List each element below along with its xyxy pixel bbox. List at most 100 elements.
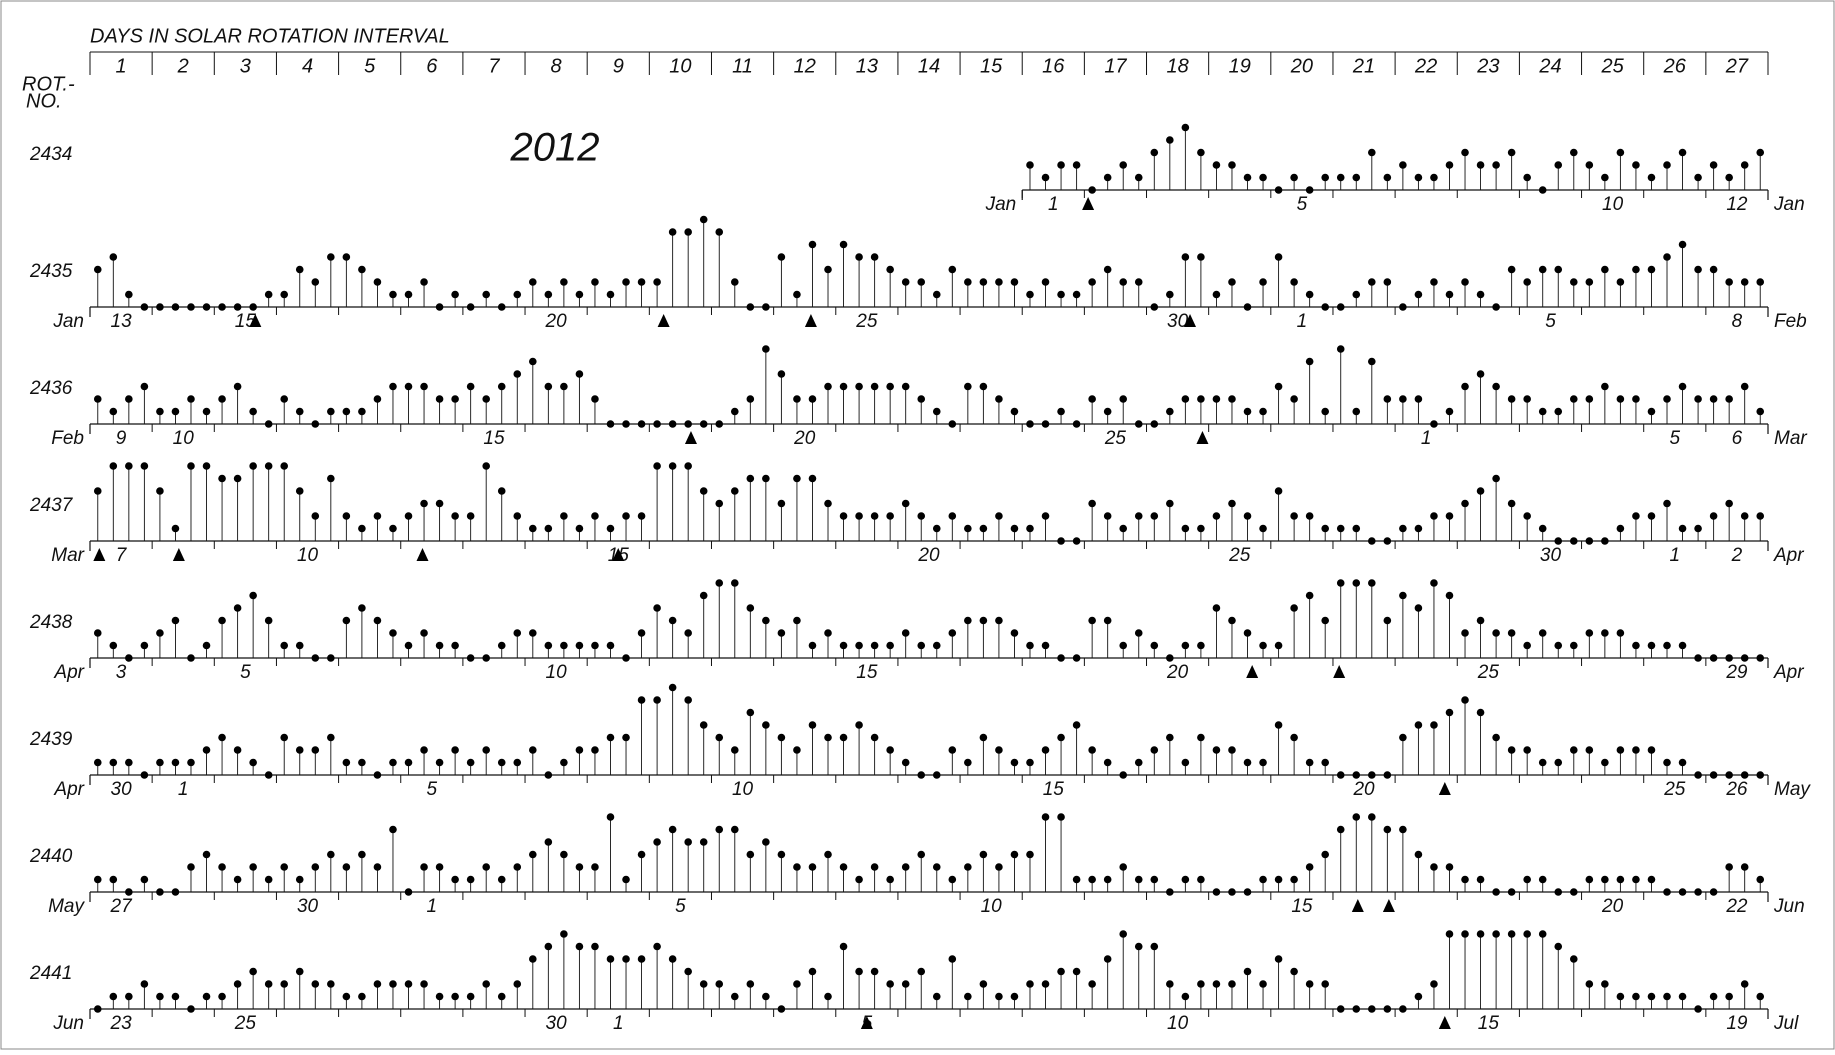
activity-dot: [1197, 148, 1205, 157]
activity-dot: [420, 382, 428, 391]
activity-dot: [964, 992, 972, 1001]
activity-dot: [1259, 173, 1267, 182]
activity-dot: [777, 1005, 786, 1013]
activity-dot: [280, 733, 289, 742]
activity-mark: [280, 290, 289, 307]
activity-mark: [187, 863, 195, 892]
activity-dot: [591, 512, 599, 520]
day-column-label: 17: [1104, 55, 1127, 77]
activity-mark: [684, 838, 692, 892]
activity-mark: [839, 240, 848, 307]
activity-dot: [1181, 253, 1190, 261]
activity-dot: [389, 825, 397, 834]
activity-dot: [1088, 499, 1096, 508]
activity-mark: [1461, 875, 1469, 892]
activity-dot: [171, 303, 180, 311]
activity-dot: [575, 641, 584, 650]
activity-mark: [1290, 875, 1298, 892]
row-axis-label: ROT.-: [22, 73, 75, 95]
activity-dot: [964, 382, 972, 391]
activity-dot: [979, 980, 988, 988]
activity-dot: [171, 992, 180, 1001]
activity-dot: [327, 850, 335, 859]
activity-mark: [653, 278, 661, 307]
activity-mark: [684, 228, 692, 307]
activity-mark: [280, 641, 289, 658]
activity-mark: [1010, 278, 1019, 307]
activity-dot: [1057, 654, 1065, 662]
ssc-marker: [172, 548, 185, 561]
activity-mark: [730, 825, 739, 892]
activity-mark: [917, 395, 926, 424]
activity-mark: [886, 382, 894, 424]
activity-dot: [1134, 420, 1143, 428]
activity-dot: [497, 303, 506, 311]
activity-dot: [513, 370, 522, 378]
activity-dot: [1228, 616, 1236, 625]
activity-mark: [466, 382, 475, 424]
activity-mark: [699, 420, 708, 428]
activity-dot: [1725, 654, 1733, 662]
activity-dot: [1290, 395, 1298, 403]
activity-mark: [1336, 579, 1345, 658]
activity-dot: [327, 474, 335, 483]
activity-mark: [1756, 278, 1765, 307]
day-column-label: 16: [1042, 55, 1065, 77]
activity-mark: [1647, 265, 1656, 307]
activity-dot: [1212, 980, 1221, 988]
day-column-label: 18: [1166, 55, 1188, 77]
activity-dot: [1321, 758, 1329, 767]
activity-dot: [202, 462, 211, 470]
activity-mark: [1336, 303, 1345, 311]
activity-dot: [1725, 395, 1733, 403]
activity-dot: [839, 512, 848, 520]
activity-mark: [1632, 992, 1640, 1009]
activity-mark: [1414, 173, 1423, 190]
activity-mark: [249, 758, 257, 775]
activity-mark: [1461, 382, 1469, 424]
activity-dot: [1461, 875, 1469, 884]
activity-dot: [529, 746, 537, 754]
activity-dot: [1492, 161, 1500, 169]
activity-dot: [140, 462, 149, 470]
activity-mark: [591, 395, 599, 424]
activity-dot: [560, 278, 568, 286]
activity-dot: [1430, 512, 1438, 520]
activity-mark: [560, 758, 568, 775]
activity-dot: [730, 992, 739, 1001]
activity-dot: [1476, 370, 1485, 378]
activity-dot: [1756, 992, 1765, 1001]
activity-mark: [497, 303, 506, 311]
activity-dot: [1368, 357, 1376, 366]
activity-dot: [979, 382, 988, 391]
activity-mark: [1134, 758, 1143, 775]
activity-mark: [202, 303, 211, 311]
activity-mark: [560, 930, 568, 1009]
activity-mark: [1026, 641, 1034, 658]
activity-mark: [1181, 253, 1190, 307]
activity-dot: [1585, 875, 1594, 884]
activity-dot: [1414, 992, 1423, 1001]
activity-mark: [1709, 512, 1718, 541]
activity-mark: [109, 758, 118, 775]
activity-mark: [264, 616, 273, 658]
activity-dot: [295, 487, 304, 495]
activity-mark: [1740, 278, 1749, 307]
activity-mark: [1181, 992, 1190, 1009]
activity-mark: [1678, 382, 1687, 424]
activity-dot: [327, 980, 335, 988]
activity-mark: [1616, 992, 1625, 1009]
activity-dot: [777, 629, 786, 637]
date-label: 25: [855, 311, 878, 332]
activity-mark: [358, 850, 366, 892]
activity-dot: [560, 641, 568, 650]
activity-mark: [1197, 253, 1205, 307]
activity-mark: [948, 512, 957, 541]
activity-dot: [1430, 579, 1438, 587]
activity-mark: [1445, 863, 1454, 892]
activity-dot: [404, 290, 413, 299]
activity-dot: [1414, 524, 1423, 533]
activity-dot: [295, 265, 304, 274]
activity-dot: [140, 641, 149, 650]
activity-mark: [1740, 382, 1749, 424]
